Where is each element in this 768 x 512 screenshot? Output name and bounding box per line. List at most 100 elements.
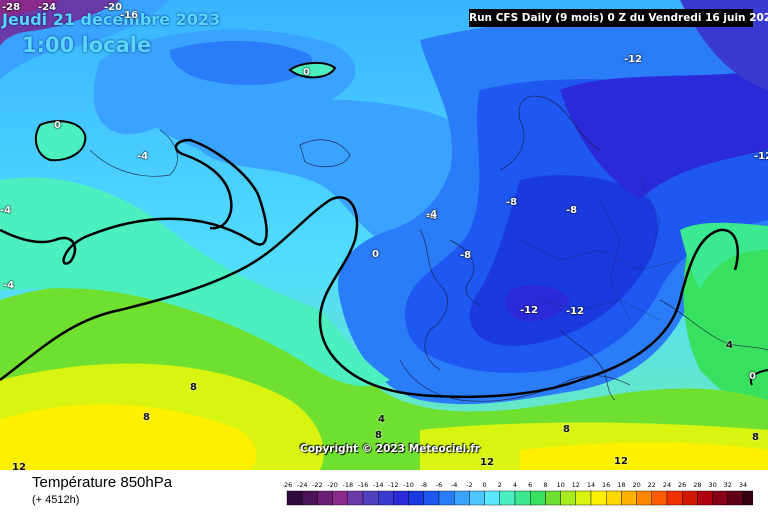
isotherm-label: 8 — [143, 412, 150, 423]
scale-tick-label: -10 — [403, 481, 414, 489]
scale-tick-label: 24 — [663, 481, 671, 489]
isotherm-label: 12 — [480, 457, 494, 468]
isotherm-label: -20 — [104, 2, 123, 13]
temperature-map: Jeudi 21 décembre 2023 1:00 locale Run C… — [0, 0, 768, 470]
southwest-hot — [0, 404, 257, 470]
scale-tick-label: 10 — [556, 481, 564, 489]
scale-swatch — [332, 490, 348, 506]
isotherm-label: -4 — [0, 205, 12, 216]
scale-swatch — [286, 490, 303, 506]
scale-swatch — [529, 490, 546, 506]
scale-tick-label: 16 — [602, 481, 610, 489]
isotherm-label: 4 — [378, 414, 385, 425]
scale-tick-label: -26 — [283, 481, 292, 489]
scale-swatch — [590, 490, 607, 506]
isotherm-label: -8 — [506, 197, 518, 208]
isotherm-label: 12 — [12, 462, 26, 470]
scale-tick-label: -22 — [312, 481, 323, 489]
isotherm-zero-greenland — [34, 120, 87, 162]
scale-swatch — [697, 490, 713, 506]
scale-swatch — [423, 490, 440, 506]
scale-tick-label: -18 — [342, 481, 353, 489]
scale-tick-label: -2 — [466, 481, 472, 489]
europe-coldest-core-inner — [504, 284, 570, 322]
isotherm-label: -8 — [566, 205, 578, 216]
atlantic-cool-band — [150, 99, 487, 244]
isotherm-label: 0 — [54, 120, 61, 131]
isotherm-zero-east — [749, 369, 768, 386]
isotherm-label: 0 — [303, 67, 310, 78]
forecast-lead-time: (+ 4512h) — [32, 494, 80, 506]
isotherm-label: 4 — [726, 340, 733, 351]
isotherm-label: -4 — [426, 209, 438, 220]
scale-tick-label: -6 — [436, 481, 442, 489]
country-borders — [519, 179, 681, 321]
isotherm-label: -24 — [38, 2, 57, 13]
isotherm-label: 8 — [375, 430, 382, 441]
scale-tick-label: 18 — [617, 481, 625, 489]
isotherm-label: -12 — [624, 54, 643, 65]
scale-swatch — [377, 490, 394, 506]
scale-tick-label: -24 — [297, 481, 308, 489]
scale-swatch — [682, 490, 698, 506]
scale-tick-label: -14 — [373, 481, 384, 489]
isotherm-label: 12 — [614, 456, 628, 467]
isotherm-label: -4 — [3, 280, 15, 291]
scale-swatch — [393, 490, 409, 506]
isotherm-label: 8 — [752, 432, 759, 443]
scale-tick-label: -8 — [421, 481, 427, 489]
scale-tick-label: 26 — [678, 481, 686, 489]
isotherm-label: 0 — [749, 371, 756, 382]
isotherm-label: 8 — [190, 382, 197, 393]
isotherm-zero-iceland — [288, 62, 337, 79]
scale-swatch — [408, 490, 424, 506]
scale-swatch — [560, 490, 577, 506]
scale-swatch — [712, 490, 729, 506]
isotherm-label: -12 — [566, 306, 585, 317]
isotherm-label: -28 — [2, 2, 21, 13]
scale-tick-label: 4 — [513, 481, 517, 489]
scale-swatch — [545, 490, 561, 506]
scale-tick-label: 14 — [587, 481, 595, 489]
model-run-info: Run CFS Daily (9 mois) 0 Z du Vendredi 1… — [469, 9, 768, 27]
scale-swatch — [438, 490, 455, 506]
isotherm-zero-main — [0, 196, 739, 399]
map-canvas — [0, 0, 768, 470]
scale-tick-label: 6 — [528, 481, 532, 489]
scale-tick-label: 2 — [498, 481, 502, 489]
forecast-time: 1:00 locale — [22, 33, 152, 57]
scale-swatch — [347, 490, 364, 506]
scale-swatch — [317, 490, 333, 506]
scale-swatch — [362, 490, 379, 506]
forecast-date: Jeudi 21 décembre 2023 — [2, 10, 221, 29]
scale-tick-label: 30 — [708, 481, 716, 489]
isotherm-label: 8 — [563, 424, 570, 435]
copyright-notice: Copyright © 2023 Meteociel.fr — [300, 443, 480, 455]
scandinavia-cold — [560, 70, 768, 200]
scale-swatch — [621, 490, 637, 506]
color-scale: -26-24-22-20-18-16-14-12-10-8-6-4-202468… — [283, 481, 753, 506]
isotherm-label: -12 — [754, 151, 768, 162]
scale-tick-label: 34 — [739, 481, 747, 489]
greenland-warm-patch — [35, 121, 86, 161]
scale-swatch — [727, 490, 744, 506]
isotherm-label: -8 — [460, 250, 472, 261]
scale-swatch — [606, 490, 622, 506]
isotherm-label: -4 — [426, 211, 438, 222]
iceland-warm-patch — [290, 62, 335, 78]
scale-swatch — [575, 490, 592, 506]
south-hot — [520, 442, 768, 470]
scale-tick-label: 28 — [693, 481, 701, 489]
scale-tick-label: 20 — [632, 481, 640, 489]
legend-footer: Température 850hPa (+ 4512h) -26-24-22-2… — [0, 470, 768, 512]
isotherm-label: -12 — [520, 305, 539, 316]
scale-tick-label: -4 — [451, 481, 457, 489]
parameter-title: Température 850hPa — [32, 474, 173, 491]
scale-tick-label: 22 — [648, 481, 656, 489]
scale-tick-label: -20 — [327, 481, 338, 489]
scale-tick-label: 32 — [724, 481, 732, 489]
scale-swatch — [514, 490, 531, 506]
scale-swatch — [484, 490, 501, 506]
isotherm-label: 0 — [372, 249, 379, 260]
midatlantic-teal — [0, 177, 390, 387]
